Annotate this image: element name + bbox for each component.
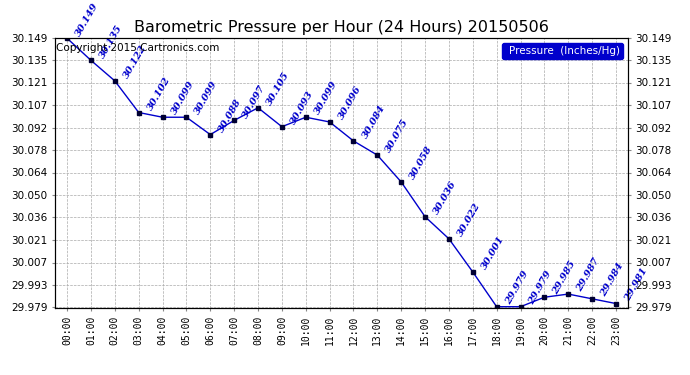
Text: 30.105: 30.105 <box>265 70 291 107</box>
Text: 30.058: 30.058 <box>408 144 435 181</box>
Title: Barometric Pressure per Hour (24 Hours) 20150506: Barometric Pressure per Hour (24 Hours) … <box>134 20 549 35</box>
Text: 29.987: 29.987 <box>575 256 602 293</box>
Legend: Pressure  (Inches/Hg): Pressure (Inches/Hg) <box>502 43 622 59</box>
Text: 29.985: 29.985 <box>551 260 578 297</box>
Text: 30.075: 30.075 <box>384 118 411 154</box>
Text: 30.097: 30.097 <box>241 83 268 120</box>
Text: 30.088: 30.088 <box>217 97 244 134</box>
Text: Copyright 2015 Cartronics.com: Copyright 2015 Cartronics.com <box>57 43 219 53</box>
Text: 30.084: 30.084 <box>360 104 387 140</box>
Text: 30.099: 30.099 <box>193 80 219 117</box>
Text: 30.135: 30.135 <box>98 23 124 60</box>
Text: 30.099: 30.099 <box>313 80 339 117</box>
Text: 30.096: 30.096 <box>337 84 363 121</box>
Text: 30.122: 30.122 <box>122 44 148 80</box>
Text: 30.099: 30.099 <box>170 80 196 117</box>
Text: 30.001: 30.001 <box>480 234 506 271</box>
Text: 29.984: 29.984 <box>599 261 625 298</box>
Text: 29.979: 29.979 <box>527 269 554 306</box>
Text: 30.149: 30.149 <box>74 1 101 38</box>
Text: 30.093: 30.093 <box>289 89 315 126</box>
Text: 30.022: 30.022 <box>456 201 482 238</box>
Text: 30.036: 30.036 <box>432 179 458 216</box>
Text: 29.979: 29.979 <box>504 269 530 306</box>
Text: 30.102: 30.102 <box>146 75 172 112</box>
Text: 29.981: 29.981 <box>623 266 649 303</box>
